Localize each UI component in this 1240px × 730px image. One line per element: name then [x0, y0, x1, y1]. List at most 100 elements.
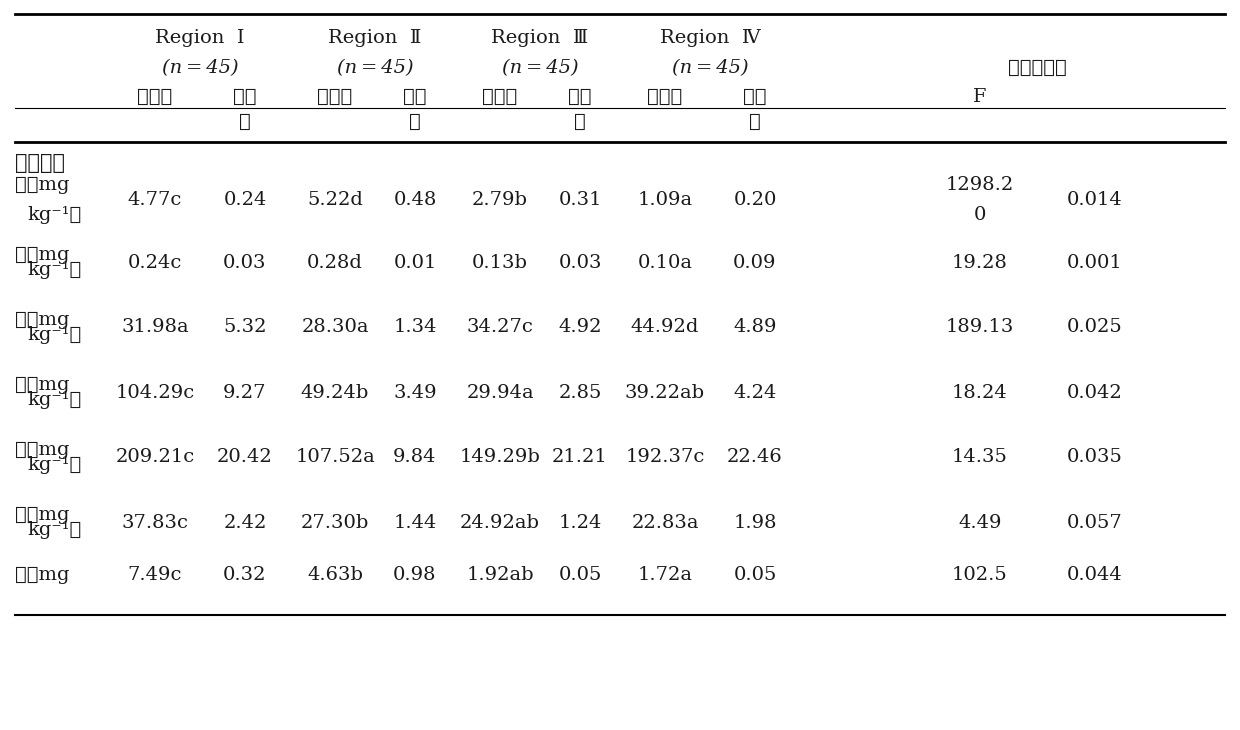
Text: 104.29c: 104.29c — [115, 383, 195, 402]
Text: 0.13b: 0.13b — [472, 253, 528, 272]
Text: 0.28d: 0.28d — [308, 253, 363, 272]
Text: 馒（mg: 馒（mg — [15, 441, 69, 459]
Text: 27.30b: 27.30b — [301, 513, 370, 531]
Text: 标准: 标准 — [568, 88, 591, 106]
Text: Region  Ⅰ: Region Ⅰ — [155, 29, 244, 47]
Text: 0.042: 0.042 — [1068, 383, 1123, 402]
Text: 2.42: 2.42 — [223, 513, 267, 531]
Text: 4.92: 4.92 — [558, 318, 601, 337]
Text: 22.83a: 22.83a — [631, 513, 699, 531]
Text: 18.24: 18.24 — [952, 383, 1008, 402]
Text: 2.79b: 2.79b — [472, 191, 528, 209]
Text: 差: 差 — [749, 113, 761, 131]
Text: 4.89: 4.89 — [733, 318, 776, 337]
Text: 1298.2: 1298.2 — [946, 176, 1014, 194]
Text: 0.01: 0.01 — [393, 253, 436, 272]
Text: 锡（mg: 锡（mg — [15, 566, 69, 584]
Text: Region  Ⅲ: Region Ⅲ — [491, 29, 589, 47]
Text: (n = 45): (n = 45) — [337, 59, 413, 77]
Text: kg⁻¹）: kg⁻¹） — [27, 456, 82, 474]
Text: 2.85: 2.85 — [558, 383, 601, 402]
Text: kg⁻¹）: kg⁻¹） — [27, 206, 82, 224]
Text: 1.92ab: 1.92ab — [466, 566, 533, 584]
Text: 1.24: 1.24 — [558, 513, 601, 531]
Text: kg⁻¹）: kg⁻¹） — [27, 326, 82, 344]
Text: 5.22d: 5.22d — [308, 191, 363, 209]
Text: 锦（mg: 锦（mg — [15, 311, 69, 329]
Text: kg⁻¹）: kg⁻¹） — [27, 261, 82, 279]
Text: 标准: 标准 — [403, 88, 427, 106]
Text: 31.98a: 31.98a — [122, 318, 188, 337]
Text: 差: 差 — [574, 113, 585, 131]
Text: 0.32: 0.32 — [223, 566, 267, 584]
Text: 107.52a: 107.52a — [295, 448, 374, 466]
Text: 鐵（mg: 鐵（mg — [15, 376, 69, 394]
Text: 标准: 标准 — [233, 88, 257, 106]
Text: 0.035: 0.035 — [1068, 448, 1123, 466]
Text: 0.03: 0.03 — [223, 253, 267, 272]
Text: 189.13: 189.13 — [946, 318, 1014, 337]
Text: 土壤指标: 土壤指标 — [15, 153, 64, 173]
Text: 0.044: 0.044 — [1068, 566, 1123, 584]
Text: 0.057: 0.057 — [1068, 513, 1123, 531]
Text: 5.32: 5.32 — [223, 318, 267, 337]
Text: Region  Ⅳ: Region Ⅳ — [660, 29, 760, 47]
Text: 209.21c: 209.21c — [115, 448, 195, 466]
Text: 0.20: 0.20 — [733, 191, 776, 209]
Text: 34.27c: 34.27c — [466, 318, 533, 337]
Text: 0.24c: 0.24c — [128, 253, 182, 272]
Text: 39.22ab: 39.22ab — [625, 383, 706, 402]
Text: 21.21: 21.21 — [552, 448, 608, 466]
Text: kg⁻¹）: kg⁻¹） — [27, 391, 82, 409]
Text: 差: 差 — [409, 113, 420, 131]
Text: 102.5: 102.5 — [952, 566, 1008, 584]
Text: 0.001: 0.001 — [1068, 253, 1123, 272]
Text: 49.24b: 49.24b — [301, 383, 370, 402]
Text: 0.014: 0.014 — [1068, 191, 1123, 209]
Text: 149.29b: 149.29b — [460, 448, 541, 466]
Text: 0.05: 0.05 — [733, 566, 776, 584]
Text: 0.48: 0.48 — [393, 191, 436, 209]
Text: 1.72a: 1.72a — [637, 566, 692, 584]
Text: 22.46: 22.46 — [727, 448, 782, 466]
Text: 0.31: 0.31 — [558, 191, 601, 209]
Text: 1.34: 1.34 — [393, 318, 436, 337]
Text: 锂（mg: 锂（mg — [15, 176, 69, 194]
Text: 28.30a: 28.30a — [301, 318, 368, 337]
Text: 9.27: 9.27 — [223, 383, 267, 402]
Text: kg⁻¹）: kg⁻¹） — [27, 521, 82, 539]
Text: 平均值: 平均值 — [138, 88, 172, 106]
Text: 偏相关系数: 偏相关系数 — [1008, 59, 1066, 77]
Text: 0.09: 0.09 — [733, 253, 776, 272]
Text: 砌（mg: 砌（mg — [15, 246, 69, 264]
Text: Region  Ⅱ: Region Ⅱ — [329, 29, 422, 47]
Text: (n = 45): (n = 45) — [502, 59, 578, 77]
Text: 4.49: 4.49 — [959, 513, 1002, 531]
Text: 29.94a: 29.94a — [466, 383, 533, 402]
Text: 平均值: 平均值 — [482, 88, 517, 106]
Text: 44.92d: 44.92d — [631, 318, 699, 337]
Text: 0.98: 0.98 — [393, 566, 436, 584]
Text: 3.49: 3.49 — [393, 383, 436, 402]
Text: 7.49c: 7.49c — [128, 566, 182, 584]
Text: 14.35: 14.35 — [952, 448, 1008, 466]
Text: 9.84: 9.84 — [393, 448, 436, 466]
Text: 1.09a: 1.09a — [637, 191, 693, 209]
Text: 0.24: 0.24 — [223, 191, 267, 209]
Text: 平均值: 平均值 — [647, 88, 683, 106]
Text: 0: 0 — [973, 206, 986, 224]
Text: 0.05: 0.05 — [558, 566, 601, 584]
Text: 1.44: 1.44 — [393, 513, 436, 531]
Text: 差: 差 — [239, 113, 250, 131]
Text: 硫（mg: 硫（mg — [15, 506, 69, 524]
Text: 0.03: 0.03 — [558, 253, 601, 272]
Text: 192.37c: 192.37c — [625, 448, 704, 466]
Text: F: F — [973, 88, 987, 106]
Text: (n = 45): (n = 45) — [161, 59, 238, 77]
Text: 37.83c: 37.83c — [122, 513, 188, 531]
Text: 4.77c: 4.77c — [128, 191, 182, 209]
Text: 20.42: 20.42 — [217, 448, 273, 466]
Text: 4.63b: 4.63b — [308, 566, 363, 584]
Text: 19.28: 19.28 — [952, 253, 1008, 272]
Text: 24.92ab: 24.92ab — [460, 513, 539, 531]
